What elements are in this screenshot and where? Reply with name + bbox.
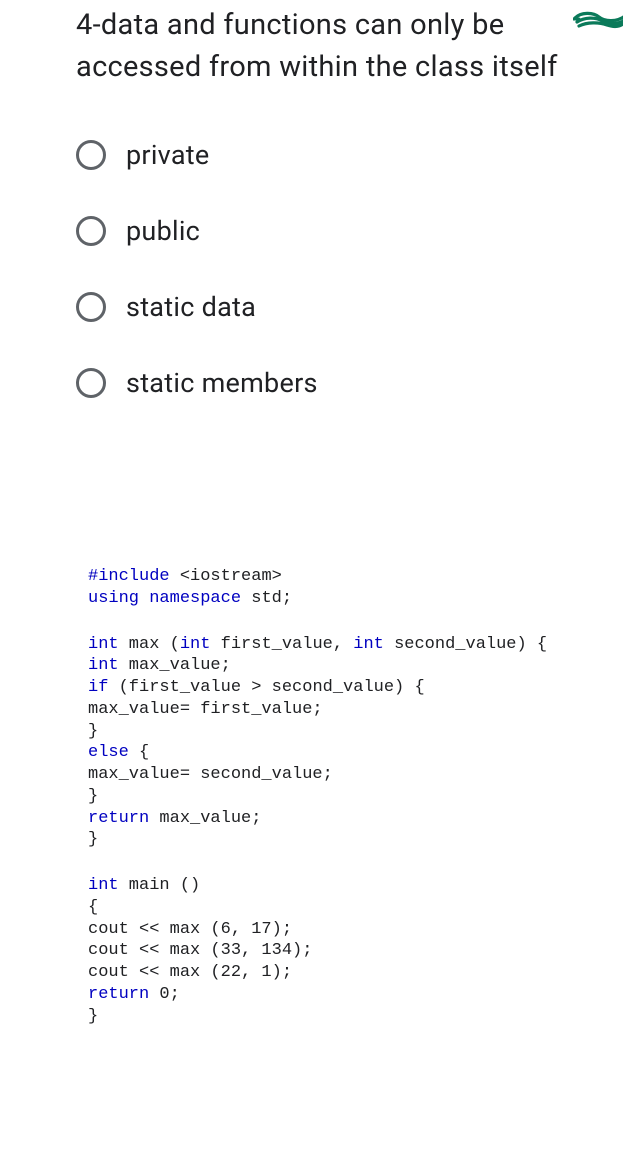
option-label: static data xyxy=(126,291,256,323)
quiz-card: 4-data and functions can only be accesse… xyxy=(0,0,623,1057)
radio-icon[interactable] xyxy=(76,216,106,246)
radio-icon[interactable] xyxy=(76,292,106,322)
radio-icon[interactable] xyxy=(76,368,106,398)
code-line: #include <iostream> xyxy=(88,566,583,588)
code-line: int max (int first_value, int second_val… xyxy=(88,634,583,656)
code-line: return 0; xyxy=(88,984,583,1006)
code-gap xyxy=(88,610,583,634)
code-line: max_value= second_value; xyxy=(88,764,583,786)
option-static-data[interactable]: static data xyxy=(76,280,583,334)
code-line: } xyxy=(88,1006,583,1028)
code-line: } xyxy=(88,829,583,851)
options-group: private public static data static member… xyxy=(0,116,623,456)
code-line: using namespace std; xyxy=(88,588,583,610)
question-text: 4-data and functions can only be accesse… xyxy=(76,4,583,88)
option-static-members[interactable]: static members xyxy=(76,356,583,410)
code-snippet: #include <iostream>using namespace std; i… xyxy=(0,566,623,1057)
code-line: cout << max (33, 134); xyxy=(88,940,583,962)
code-line: int max_value; xyxy=(88,655,583,677)
radio-icon[interactable] xyxy=(76,140,106,170)
code-line: return max_value; xyxy=(88,808,583,830)
question-block: 4-data and functions can only be accesse… xyxy=(0,0,623,116)
code-gap xyxy=(88,851,583,875)
code-line: if (first_value > second_value) { xyxy=(88,677,583,699)
code-line: } xyxy=(88,786,583,808)
option-public[interactable]: public xyxy=(76,204,583,258)
option-private[interactable]: private xyxy=(76,128,583,182)
annotation-scribble-icon xyxy=(573,8,623,30)
option-label: static members xyxy=(126,367,318,399)
code-line: cout << max (6, 17); xyxy=(88,919,583,941)
code-line: int main () xyxy=(88,875,583,897)
option-label: private xyxy=(126,139,209,171)
section-gap xyxy=(0,456,623,566)
code-line: { xyxy=(88,897,583,919)
code-line: } xyxy=(88,721,583,743)
code-line: max_value= first_value; xyxy=(88,699,583,721)
code-line: else { xyxy=(88,742,583,764)
option-label: public xyxy=(126,215,200,247)
code-line: cout << max (22, 1); xyxy=(88,962,583,984)
